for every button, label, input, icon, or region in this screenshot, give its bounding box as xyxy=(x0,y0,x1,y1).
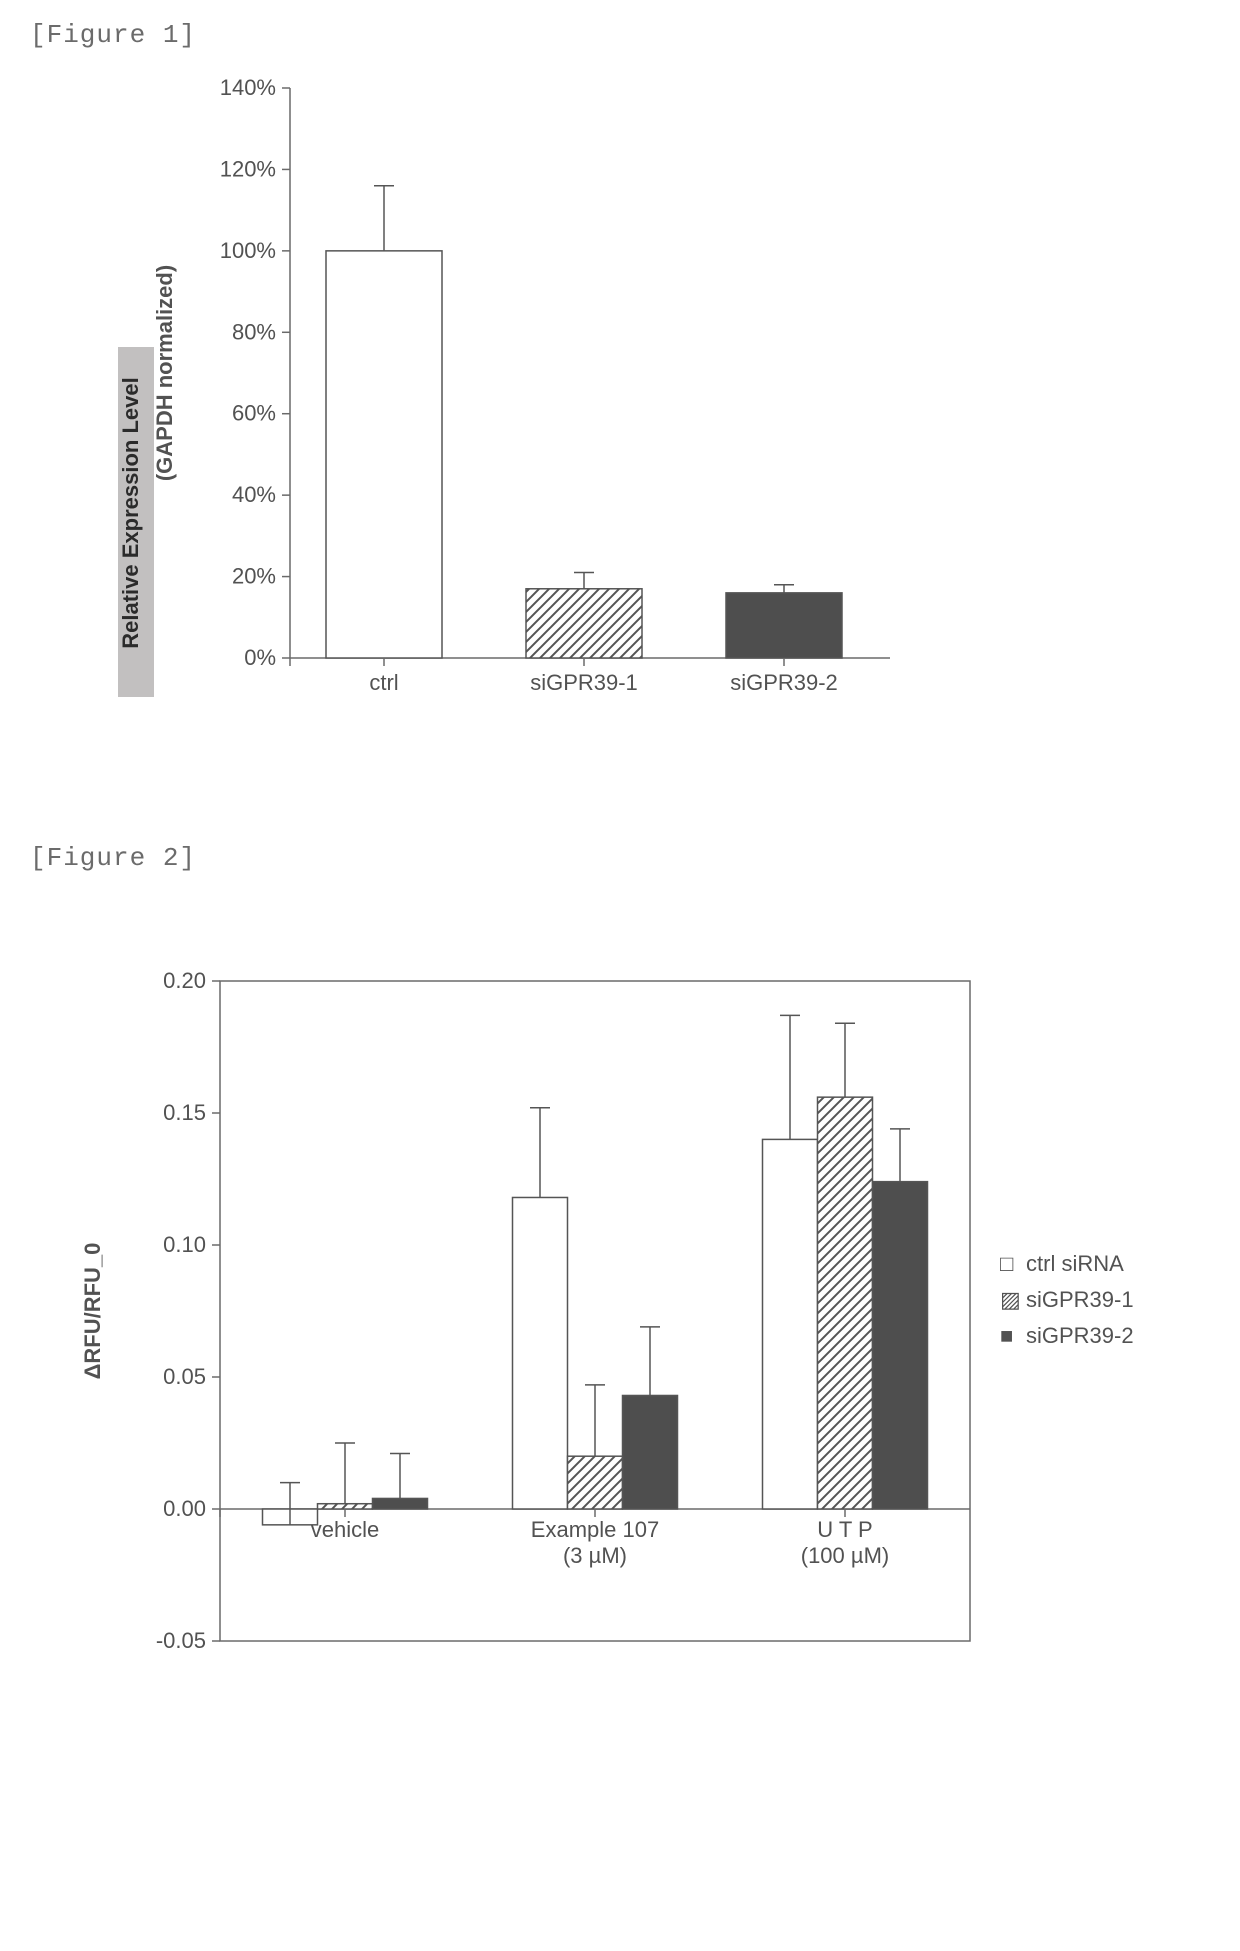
svg-text:■: ■ xyxy=(1000,1323,1013,1348)
svg-text:-0.05: -0.05 xyxy=(156,1628,206,1653)
figure2-chart: -0.05 0.00 0.05 0.10 0.15 0.20 vehicle Example … xyxy=(30,941,1210,1706)
svg-text:(GAPDH normalized): (GAPDH normalized) xyxy=(152,265,177,481)
svg-text:20%: 20% xyxy=(232,564,276,589)
svg-text:0%: 0% xyxy=(244,645,276,670)
svg-text:140%: 140% xyxy=(220,75,276,100)
figure1-svg: 0% 20% 40% 60% 80% 100% 120% 140% ctrl siGPR39-1 s… xyxy=(30,58,930,778)
svg-text:0.10: 0.10 xyxy=(163,1232,206,1257)
figure2-label: [Figure 2] xyxy=(30,843,1210,873)
svg-text:siGPR39-2: siGPR39-2 xyxy=(730,670,838,695)
svg-text:vehicle: vehicle xyxy=(311,1517,379,1542)
svg-text:0.05: 0.05 xyxy=(163,1364,206,1389)
svg-text:60%: 60% xyxy=(232,401,276,426)
figure1-label: [Figure 1] xyxy=(30,20,1210,50)
svg-text:U T P: U T P xyxy=(817,1517,872,1542)
svg-text:ctrl: ctrl xyxy=(369,670,398,695)
svg-text:siGPR39-1: siGPR39-1 xyxy=(1026,1287,1134,1312)
svg-text:siGPR39-2: siGPR39-2 xyxy=(1026,1323,1134,1348)
svg-text:ΔRFU/RFU_0: ΔRFU/RFU_0 xyxy=(80,1243,105,1380)
svg-text:(3 µM): (3 µM) xyxy=(563,1543,627,1568)
svg-text:0.00: 0.00 xyxy=(163,1496,206,1521)
svg-text:siGPR39-1: siGPR39-1 xyxy=(530,670,638,695)
svg-text:ctrl siRNA: ctrl siRNA xyxy=(1026,1251,1124,1276)
svg-text:0.15: 0.15 xyxy=(163,1100,206,1125)
svg-text:Example 107: Example 107 xyxy=(531,1517,659,1542)
figure1-chart: 0% 20% 40% 60% 80% 100% 120% 140% ctrl siGPR39-1 s… xyxy=(30,58,1210,783)
svg-text:□: □ xyxy=(1000,1251,1013,1276)
svg-text:Relative Expression Level: Relative Expression Level xyxy=(118,377,143,648)
page: [Figure 1] 0% 20% 40% 60% 80% 100% 120% 140% ctr… xyxy=(0,0,1240,1746)
svg-text:▨: ▨ xyxy=(1000,1287,1021,1312)
svg-text:40%: 40% xyxy=(232,482,276,507)
svg-text:(100 µM): (100 µM) xyxy=(801,1543,889,1568)
svg-text:0.20: 0.20 xyxy=(163,968,206,993)
svg-text:120%: 120% xyxy=(220,156,276,181)
figure2-svg: -0.05 0.00 0.05 0.10 0.15 0.20 vehicle Example … xyxy=(30,941,1210,1701)
svg-text:100%: 100% xyxy=(220,238,276,263)
svg-text:80%: 80% xyxy=(232,319,276,344)
